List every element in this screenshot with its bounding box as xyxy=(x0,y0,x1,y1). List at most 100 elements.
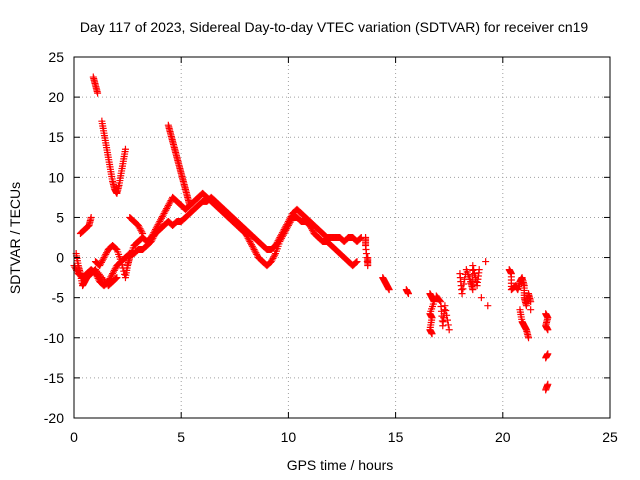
data-point xyxy=(137,226,145,234)
data-point xyxy=(436,297,444,305)
data-point xyxy=(87,213,95,221)
data-point xyxy=(153,222,161,230)
data-point xyxy=(353,258,361,266)
plot-frame xyxy=(73,56,611,419)
data-point xyxy=(267,258,275,266)
data-point xyxy=(404,290,412,298)
data-point xyxy=(443,316,451,324)
data-point xyxy=(442,307,450,315)
data-point xyxy=(470,270,478,278)
data-point xyxy=(149,230,157,238)
data-point xyxy=(245,236,253,244)
y-tick-label: -15 xyxy=(44,370,64,386)
data-point xyxy=(284,223,292,231)
data-point xyxy=(352,258,360,266)
data-point xyxy=(111,275,119,283)
data-point xyxy=(112,245,120,253)
data-point xyxy=(107,273,115,281)
data-point xyxy=(159,211,167,219)
y-tick-label: 20 xyxy=(48,89,64,105)
data-point xyxy=(308,226,316,234)
data-point xyxy=(101,252,109,260)
data-point xyxy=(248,241,256,249)
data-point xyxy=(94,89,102,97)
data-point xyxy=(111,244,119,252)
data-point xyxy=(97,258,105,266)
data-point xyxy=(249,244,257,252)
y-tick-label: -20 xyxy=(44,410,64,426)
data-point xyxy=(283,225,291,233)
data-point xyxy=(135,223,143,231)
data-point xyxy=(186,201,194,209)
data-point xyxy=(244,234,252,242)
data-point xyxy=(99,255,107,263)
data-point xyxy=(482,258,490,266)
data-point xyxy=(139,229,147,237)
data-point xyxy=(475,266,483,274)
data-point xyxy=(147,234,155,241)
y-tick-label: -10 xyxy=(44,330,64,346)
y-tick-label: 5 xyxy=(56,209,64,225)
data-point xyxy=(109,268,117,276)
data-point xyxy=(138,228,146,236)
data-point xyxy=(351,259,359,267)
data-point xyxy=(458,290,466,298)
data-point xyxy=(250,246,258,254)
y-tick-label: 25 xyxy=(48,49,64,65)
data-point xyxy=(428,330,436,338)
data-point xyxy=(164,201,172,209)
data-point xyxy=(527,298,535,306)
data-point xyxy=(441,302,449,310)
data-point xyxy=(285,220,293,228)
data-point xyxy=(157,216,165,224)
y-tick-label: 10 xyxy=(48,169,64,185)
data-points xyxy=(70,73,552,394)
data-point xyxy=(151,225,159,233)
data-point xyxy=(163,203,171,211)
data-point xyxy=(162,206,170,214)
data-point xyxy=(282,226,290,234)
data-point xyxy=(98,257,106,265)
data-point xyxy=(117,258,125,266)
data-point xyxy=(459,285,467,293)
data-point xyxy=(460,280,468,288)
data-point xyxy=(280,229,288,237)
x-tick-label: 25 xyxy=(602,429,618,445)
data-point xyxy=(278,233,286,241)
data-point xyxy=(484,302,492,310)
data-point xyxy=(271,251,279,259)
data-point xyxy=(113,274,121,282)
data-point xyxy=(157,214,165,222)
data-point xyxy=(158,213,166,221)
x-axis-label: GPS time / hours xyxy=(287,457,394,473)
x-axis: 0 5 10 15 20 25 xyxy=(70,57,618,445)
data-point xyxy=(134,221,142,229)
data-point xyxy=(544,326,552,334)
data-point xyxy=(118,261,126,269)
data-point xyxy=(279,231,287,239)
data-point xyxy=(443,311,451,319)
data-point xyxy=(527,306,535,314)
data-point xyxy=(286,218,294,226)
data-point xyxy=(161,208,169,216)
data-point xyxy=(270,253,278,261)
data-point xyxy=(96,262,104,270)
data-point xyxy=(544,380,552,388)
data-point xyxy=(156,217,164,225)
y-axis-label: SDTVAR / TECUs xyxy=(7,182,23,294)
data-point xyxy=(276,238,284,246)
x-tick-label: 0 xyxy=(70,429,78,445)
data-point xyxy=(253,250,261,258)
y-axis: -20 -15 -10 -5 0 5 10 15 20 25 xyxy=(44,49,610,426)
data-point xyxy=(364,254,372,262)
data-point xyxy=(268,256,276,264)
data-point xyxy=(110,266,118,274)
data-point xyxy=(252,249,260,257)
data-point xyxy=(121,270,129,278)
data-point xyxy=(243,233,251,241)
data-point xyxy=(100,254,108,262)
data-point xyxy=(136,225,144,233)
x-tick-label: 5 xyxy=(177,429,185,445)
data-point xyxy=(278,234,286,242)
